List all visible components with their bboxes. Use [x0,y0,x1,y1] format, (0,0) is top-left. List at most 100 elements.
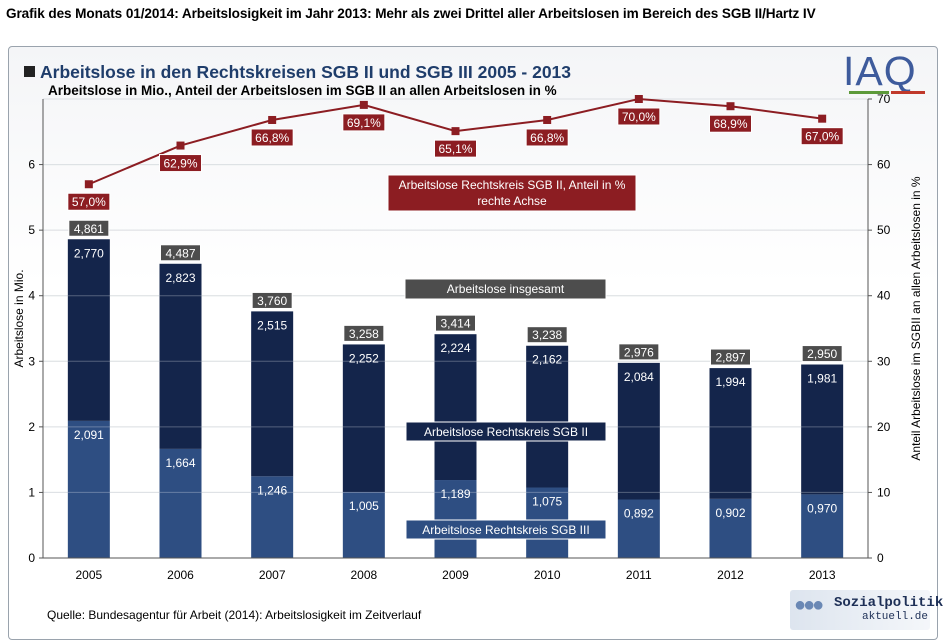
sgb2-value-label: 2,770 [74,246,104,260]
bar-sgb2 [159,263,202,449]
sgb2-value-label: 2,084 [624,370,654,384]
bar-sgb2 [342,344,385,493]
sgb3-value-label: 1,005 [349,499,379,513]
bar-sgb3 [342,492,385,558]
bar-sgb2 [709,368,752,499]
legend-sgb3-text: Arbeitslose Rechtskreis SGB III [422,523,589,537]
y-tick-label-right: 70 [877,92,891,106]
chart-title-text: Arbeitslose in den Rechtskreisen SGB II … [40,62,572,82]
y-tick-label-right: 0 [877,551,884,565]
sgb2-value-label: 2,252 [349,351,379,365]
share-label: 67,0% [805,130,839,144]
y-tick-label-right: 50 [877,223,891,237]
y-tick-label-left: 5 [28,223,35,237]
y-tick-label-left: 6 [28,158,35,172]
share-line-marker [634,95,643,103]
share-label: 68,9% [713,117,747,131]
x-tick-label: 2007 [259,568,286,582]
total-label-box [710,348,751,366]
sgb3-value-label: 2,091 [74,428,104,442]
iaq-logo-red-bar [891,91,925,94]
total-label: 3,258 [349,327,379,341]
share-line-marker [268,115,277,124]
y-tick-label-left: 2 [28,420,35,434]
bar-sgb2 [434,334,477,481]
bar-sgb3 [67,420,110,558]
share-label: 66,8% [530,131,564,145]
total-label: 2,950 [807,347,837,361]
x-tick-label: 2006 [167,568,194,582]
total-label-box [343,324,385,342]
bar-sgb2 [526,345,569,488]
total-label-box [251,291,293,309]
x-tick-label: 2009 [442,568,469,582]
sozialpolitik-logo: ●●● Sozialpolitik- aktuell.de [790,590,944,630]
share-line-group [84,95,827,189]
share-label: 65,1% [438,142,472,156]
share-label: 66,8% [255,131,289,145]
legend-share-line-text: rechte Achse [477,194,547,208]
iaq-logo: IAQ [843,48,929,96]
y-tick-label-left: 0 [28,551,35,565]
share-label-box [525,128,569,147]
sgb2-value-label: 1,981 [807,371,837,385]
sgb3-value-label: 1,189 [440,487,470,501]
total-label-box [160,244,201,262]
share-label-box [434,139,477,158]
share-label-box [159,154,202,173]
legend-sgb3-box [405,519,607,540]
x-tick-label: 2013 [809,568,836,582]
total-label: 4,861 [74,222,104,236]
data-labels-group: 57,0% 62,9% 66,8% 69,1% 65,1% 66,8% 70,0% 68,9%… [67,107,844,521]
share-label-box [709,114,752,133]
legend-share-line-box [387,174,637,212]
y-tick-label-right: 30 [877,354,891,368]
title-bullet-icon [24,66,35,77]
sgb3-value-label: 1,075 [532,495,562,509]
y-tick-label-left: 1 [28,485,35,499]
share-label: 62,9% [163,157,197,171]
share-line-marker [84,180,93,189]
total-label-box [801,345,843,363]
share-label-box [342,113,386,132]
share-line-marker [818,114,827,123]
y-tick-label-right: 40 [877,289,891,303]
total-label: 3,760 [257,294,287,308]
iaq-logo-text: IAQ [843,48,917,94]
share-line-marker [176,141,185,150]
source-note: Quelle: Bundesagentur für Arbeit (2014):… [47,608,422,622]
share-label: 70,0% [622,110,656,124]
share-line-marker [451,127,460,136]
x-tick-label: 2005 [75,568,102,582]
bar-sgb3 [434,480,477,558]
total-label-box [68,219,110,237]
total-label: 2,897 [715,351,745,365]
sgb2-value-label: 2,162 [532,353,562,367]
chart-subtitle: Arbeitslose in Mio., Anteil der Arbeitsl… [48,83,557,98]
total-label: 3,414 [440,317,470,331]
total-label: 3,238 [532,328,562,342]
page-title: Grafik des Monats 01/2014: Arbeitslosigk… [6,6,816,21]
total-label: 4,487 [165,246,195,260]
x-tick-label: 2010 [534,568,561,582]
bar-sgb3 [159,448,202,558]
bar-sgb3 [617,499,660,558]
total-label-box [618,343,660,361]
y-axis-title-left: Arbeitslose in Mio. [12,269,26,367]
share-label: 69,1% [347,116,381,130]
iaq-logo-green-bar [849,91,889,94]
bar-sgb3 [801,494,844,558]
bar-sgb2 [251,311,294,477]
total-label-box [526,326,568,344]
legend-total-box [404,278,607,300]
x-tick-label: 2011 [626,568,652,582]
legend-sgb2-box [405,421,607,442]
share-label-box [617,107,661,126]
sgb3-value-label: 1,664 [165,456,195,470]
y-tick-label-left: 3 [28,354,35,368]
x-tick-label: 2012 [717,568,744,582]
share-label-box [250,128,294,147]
y-tick-label-left: 4 [28,289,35,303]
y-tick-label-right: 10 [877,485,891,499]
